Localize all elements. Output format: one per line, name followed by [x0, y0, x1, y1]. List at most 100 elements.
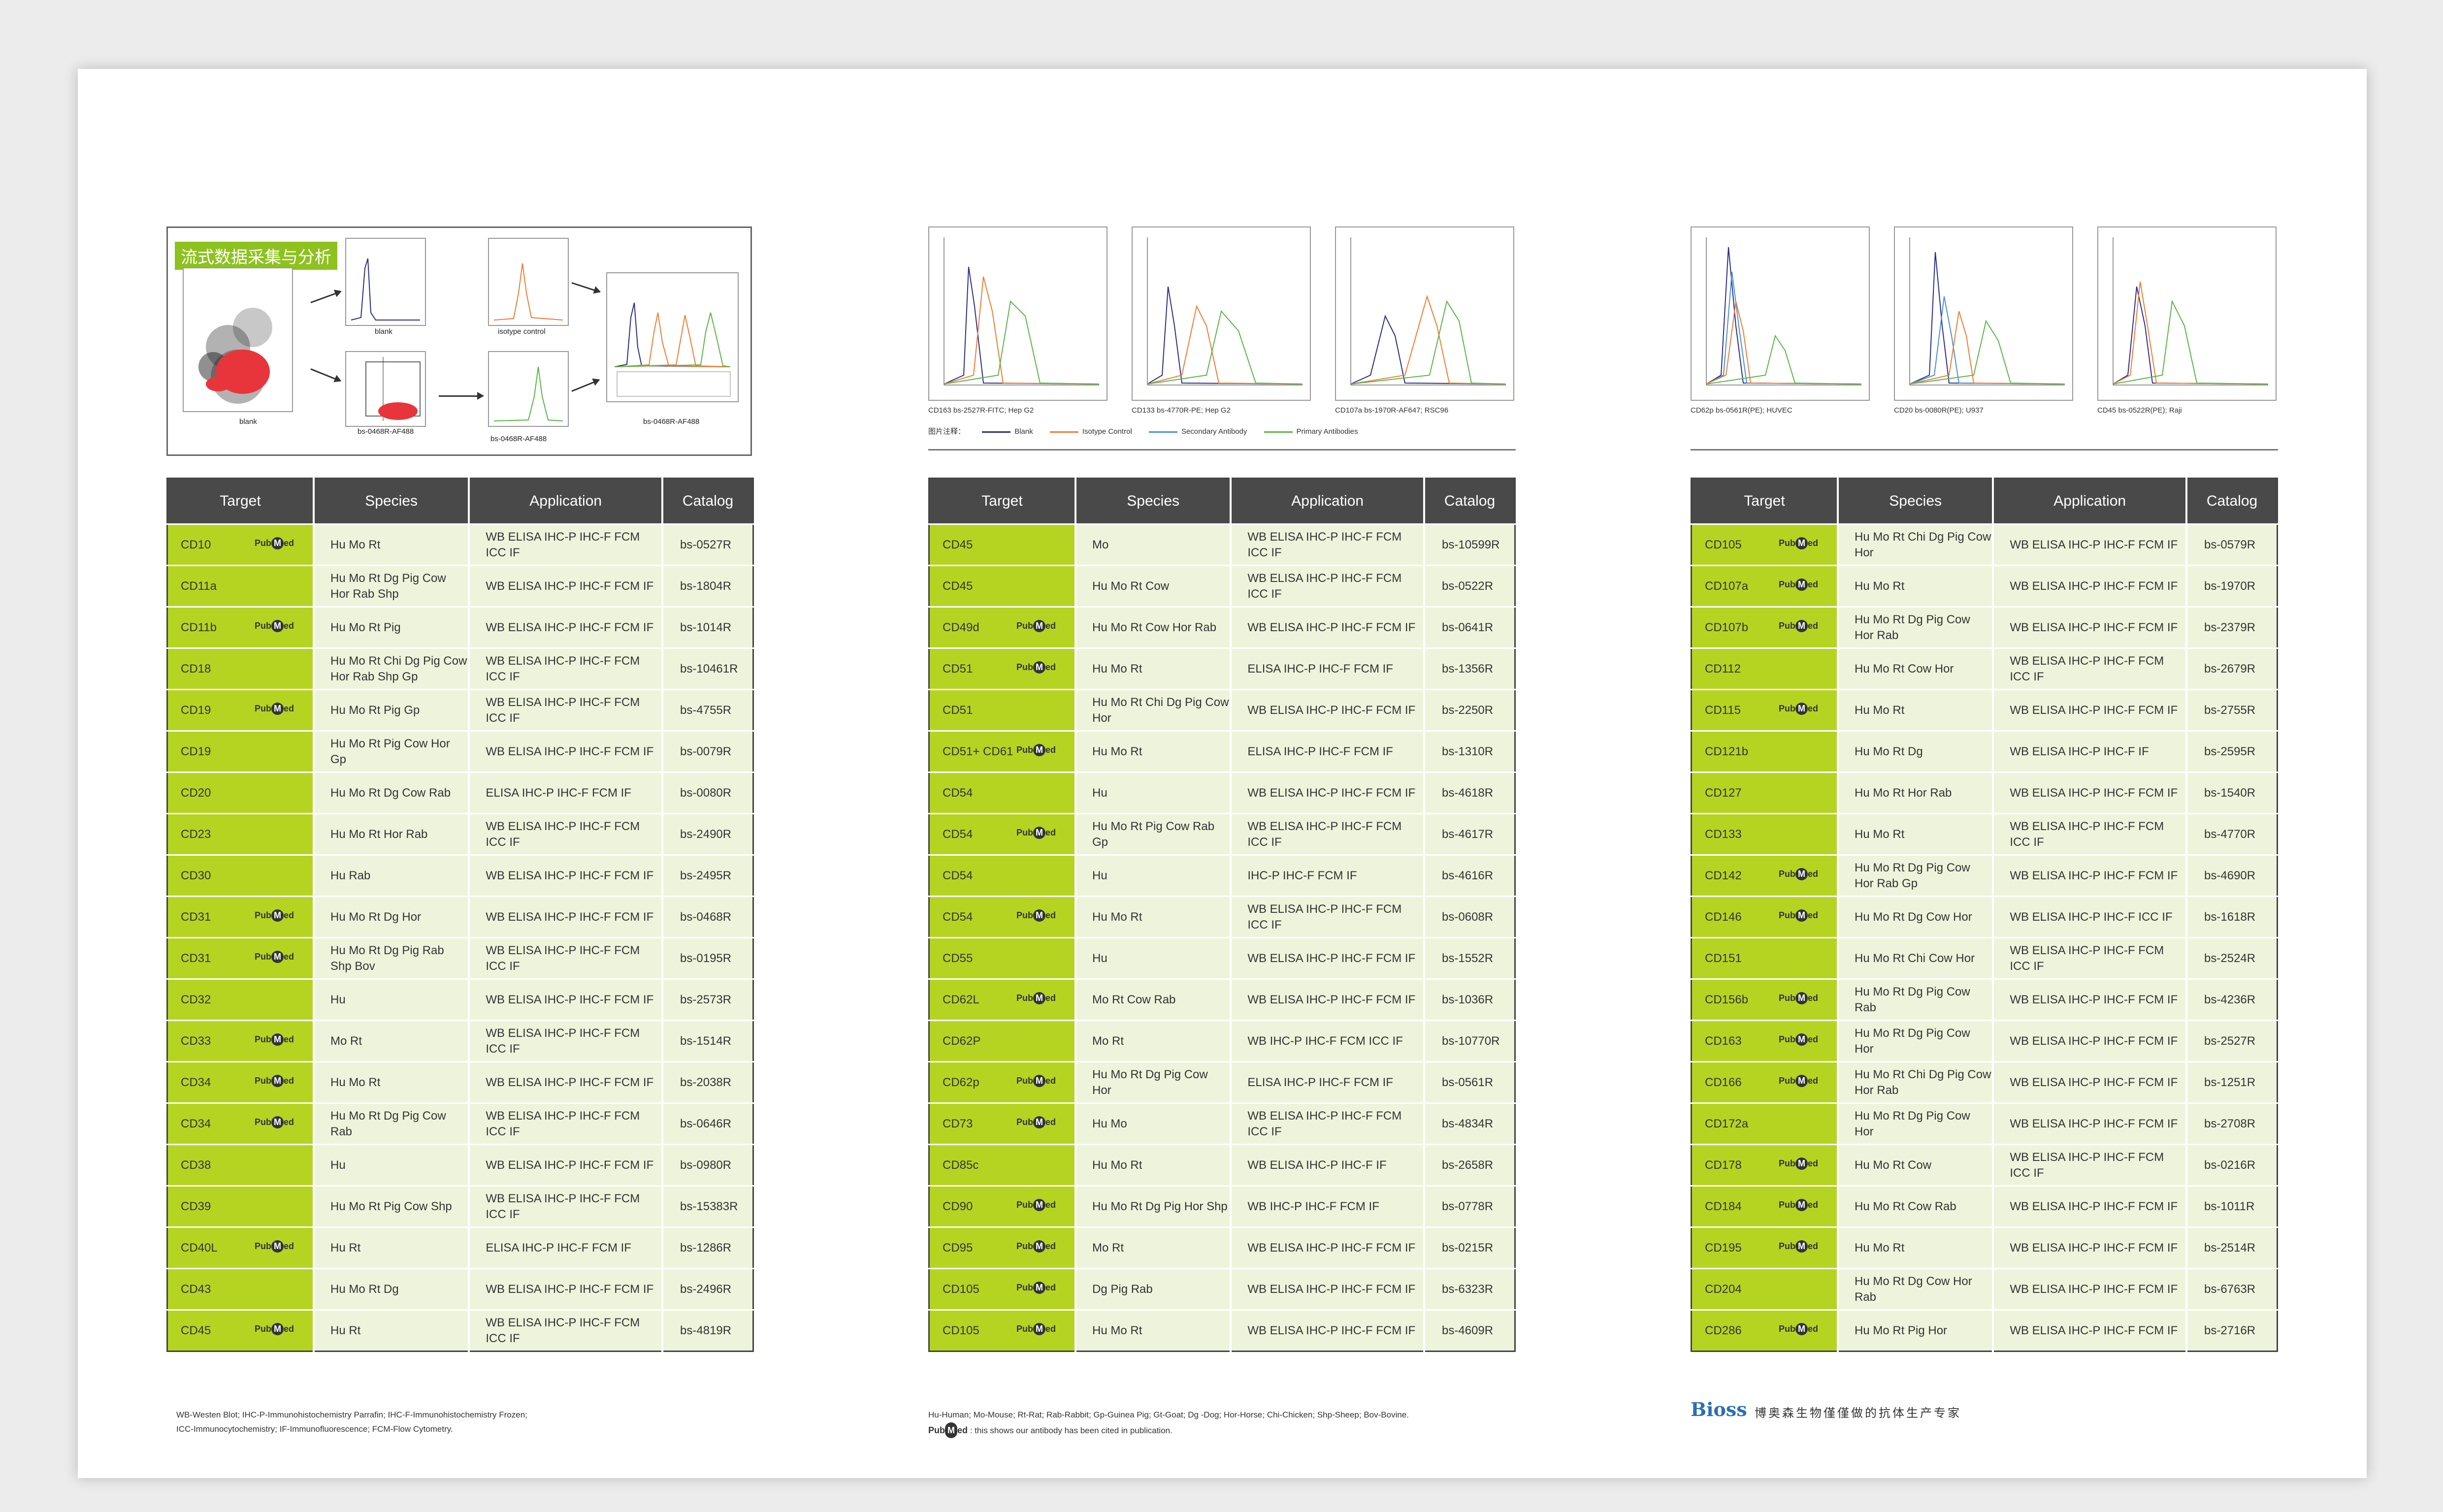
ab-label-3: bs-0468R-AF488 [643, 418, 700, 426]
catalog-cell: bs-2679R [2186, 647, 2278, 690]
target-name: CD163 [1705, 1034, 1742, 1048]
species-cell: Hu Mo Rt Dg Cow Rab [314, 772, 470, 814]
table-row: CD19 Hu Mo Rt Pig Cow Hor Gp WB ELISA IHC-… [167, 730, 753, 772]
species-cell: Hu Mo Rt [314, 1061, 470, 1103]
table-row: CD204 Hu Mo Rt Dg Cow Hor Rab WB ELISA IHC… [1691, 1268, 2278, 1310]
target-name: CD23 [181, 827, 211, 841]
table-row: CD62P Mo Rt WB IHC-P IHC-F FCM ICC IF bs-10… [929, 1020, 1515, 1062]
antibody-histogram [488, 351, 569, 427]
application-cell: WB ELISA IHC-P IHC-F FCM ICC IF [1993, 813, 2188, 855]
target-cell: CD20 [167, 772, 315, 814]
legend-swatch-primary [1264, 431, 1293, 433]
application-cell: WB ELISA IHC-P IHC-F FCM IF [1231, 689, 1426, 731]
table-row: CD45 Mo WB ELISA IHC-P IHC-F FCM ICC IF bs-… [929, 523, 1515, 566]
species-cell: Hu Mo Rt [1075, 1309, 1232, 1351]
caption-4: CD62p bs-0561R(PE); HUVEC [1691, 406, 1792, 415]
species-cell: Hu Mo Rt Pig [314, 606, 470, 648]
table-row: CD85c Hu Mo Rt WB ELISA IHC-P IHC-F IF bs-2… [929, 1144, 1515, 1186]
application-cell: WB ELISA IHC-P IHC-F FCM ICC IF [1231, 813, 1426, 855]
ab-label-2: bs-0468R-AF488 [490, 435, 547, 443]
caption-3: CD107a bs-1970R-AF647; RSC96 [1335, 406, 1449, 415]
species-cell: Hu Mo Rt Pig Cow Shp [314, 1185, 470, 1227]
species-cell: Hu [1075, 937, 1232, 979]
target-cell: CD32 [167, 978, 315, 1021]
application-cell: WB ELISA IHC-P IHC-F FCM IF [1993, 1061, 2188, 1103]
application-cell: WB ELISA IHC-P IHC-F FCM ICC IF [1231, 523, 1426, 566]
target-name: CD49d [943, 620, 979, 634]
catalog-cell: bs-1286R [662, 1226, 753, 1269]
catalog-cell: bs-15383R [662, 1185, 753, 1227]
species-cell: Hu Mo Rt [1075, 1144, 1232, 1186]
species-cell: Hu Mo Rt Chi Dg Pig Cow Hor Rab [1838, 1061, 1994, 1103]
application-cell: WB ELISA IHC-P IHC-F FCM ICC IF [469, 813, 664, 855]
histogram-cd62p [1691, 226, 1870, 401]
table-row: CD133 Hu Mo Rt WB ELISA IHC-P IHC-F FCM IC… [1691, 813, 2278, 855]
species-cell: Hu Mo Rt Cow [1075, 565, 1232, 607]
species-cell: Hu Mo Rt Pig Hor [1838, 1309, 1994, 1351]
ab-label-1: bs-0468R-AF488 [358, 427, 414, 436]
target-cell: CD85c [929, 1144, 1076, 1186]
application-cell: WB ELISA IHC-P IHC-F FCM IF [1993, 1309, 2188, 1351]
target-name: CD95 [943, 1241, 973, 1255]
species-cell: Hu [1075, 854, 1232, 897]
footer-abbreviations: Hu-Human; Mo-Mouse; Rt-Rat; Rab-Rabbit; … [928, 1408, 1409, 1439]
product-table-2: Target Species Application Catalog CD45 Mo WB … [928, 478, 1516, 1352]
species-cell: Hu Mo Rt [1075, 896, 1232, 938]
application-cell: ELISA IHC-P IHC-F FCM IF [469, 1226, 664, 1269]
target-name: CD54 [943, 786, 973, 800]
catalog-cell: bs-1356R [1424, 647, 1515, 690]
species-cell: Mo Rt [314, 1020, 470, 1062]
species-cell: Hu Mo Rt Dg Hor [314, 896, 470, 938]
table-row: CD54 Hu WB ELISA IHC-P IHC-F FCM IF bs-4618… [929, 772, 1515, 814]
target-name: CD107a [1705, 579, 1749, 593]
target-name: CD18 [181, 662, 211, 676]
target-cell: CD45 [929, 523, 1076, 566]
